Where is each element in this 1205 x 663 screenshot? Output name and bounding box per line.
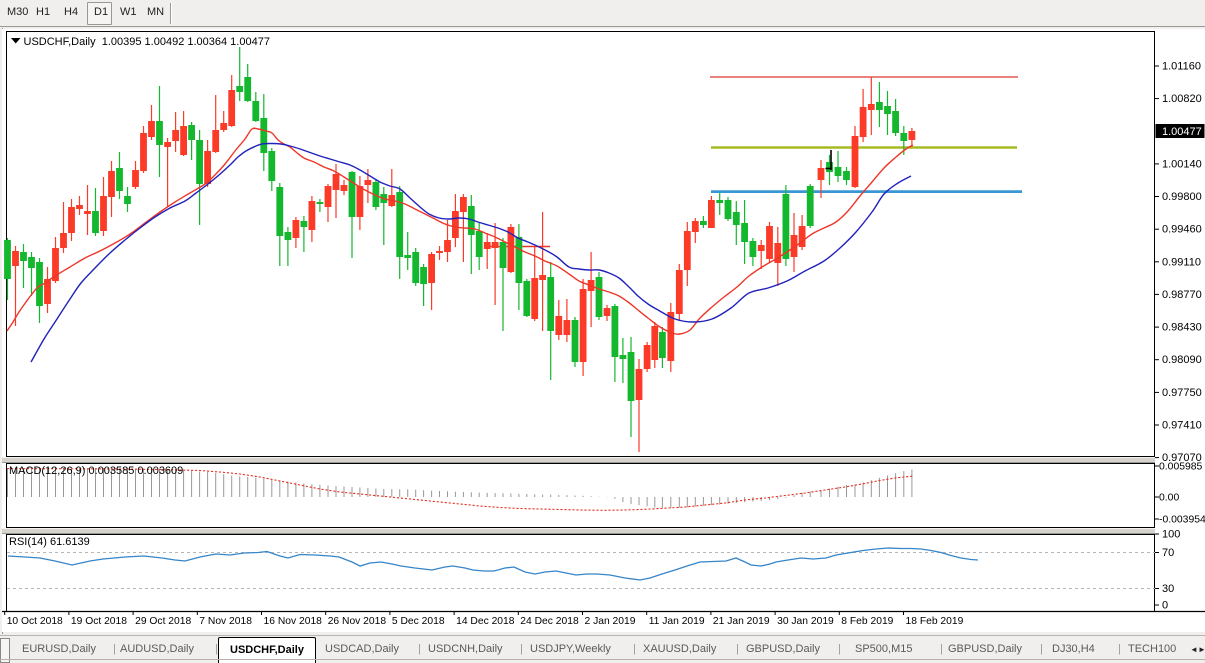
svg-text:10 Oct 2018: 10 Oct 2018 <box>7 616 63 627</box>
svg-text:18 Feb 2019: 18 Feb 2019 <box>906 616 964 627</box>
svg-text:1.00820: 1.00820 <box>1162 93 1202 105</box>
svg-text:MACD(12,26,9) 0.003585 0.00360: MACD(12,26,9) 0.003585 0.003609 <box>9 465 183 477</box>
svg-text:-0.003954: -0.003954 <box>1159 515 1205 526</box>
svg-text:24 Dec 2018: 24 Dec 2018 <box>520 616 579 627</box>
svg-text:1.01160: 1.01160 <box>1162 61 1201 73</box>
svg-text:USDCHF,Daily 1.00395 1.00492: USDCHF,Daily 1.00395 1.00492 1.00364 1.0… <box>24 36 270 48</box>
svg-text:1.00140: 1.00140 <box>1162 158 1202 170</box>
svg-text:0.98770: 0.98770 <box>1162 289 1202 301</box>
svg-text:26 Nov 2018: 26 Nov 2018 <box>328 616 387 627</box>
svg-text:0.97410: 0.97410 <box>1162 420 1202 432</box>
svg-text:0.97750: 0.97750 <box>1162 387 1202 399</box>
svg-text:0.99800: 0.99800 <box>1162 191 1202 203</box>
svg-text:1.00477: 1.00477 <box>1162 126 1202 138</box>
svg-text:29 Oct 2018: 29 Oct 2018 <box>135 616 191 627</box>
svg-text:11 Jan 2019: 11 Jan 2019 <box>649 616 705 627</box>
svg-text:100: 100 <box>1162 529 1180 541</box>
svg-text:0.98090: 0.98090 <box>1162 354 1202 366</box>
svg-text:0.97070: 0.97070 <box>1162 452 1202 464</box>
svg-text:21 Jan 2019: 21 Jan 2019 <box>713 616 770 627</box>
svg-text:0.005985: 0.005985 <box>1159 462 1203 473</box>
svg-text:14 Dec 2018: 14 Dec 2018 <box>456 616 515 627</box>
svg-text:2 Jan 2019: 2 Jan 2019 <box>585 616 636 627</box>
svg-text:30: 30 <box>1162 583 1174 595</box>
svg-text:19 Oct 2018: 19 Oct 2018 <box>71 616 127 627</box>
svg-text:70: 70 <box>1162 547 1174 559</box>
svg-text:0.00: 0.00 <box>1159 493 1179 504</box>
svg-text:0: 0 <box>1162 600 1168 612</box>
svg-text:RSI(14) 61.6139: RSI(14) 61.6139 <box>9 536 90 548</box>
svg-text:8 Feb 2019: 8 Feb 2019 <box>841 616 893 627</box>
svg-text:7 Nov 2018: 7 Nov 2018 <box>199 616 252 627</box>
svg-text:30 Jan 2019: 30 Jan 2019 <box>777 616 834 627</box>
svg-text:0.98430: 0.98430 <box>1162 322 1202 334</box>
svg-text:0.99460: 0.99460 <box>1162 224 1202 236</box>
svg-text:5 Dec 2018: 5 Dec 2018 <box>392 616 445 627</box>
svg-text:0.99110: 0.99110 <box>1162 256 1201 268</box>
svg-text:16 Nov 2018: 16 Nov 2018 <box>264 616 323 627</box>
